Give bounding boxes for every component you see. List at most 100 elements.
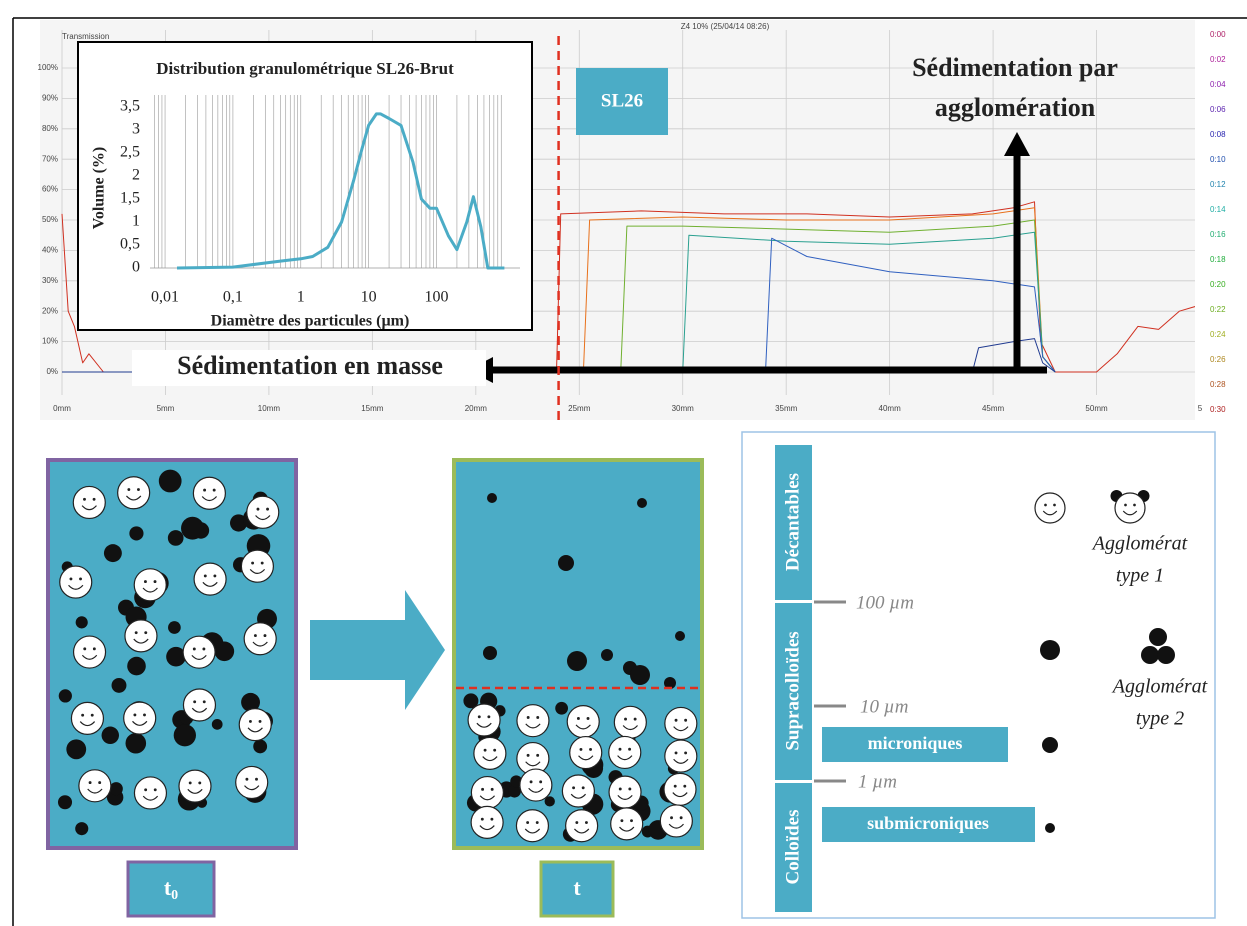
eye [256, 507, 260, 511]
eye [144, 788, 148, 792]
y-tick-label: 1,5 [120, 190, 140, 207]
particle [1141, 646, 1159, 664]
particle [168, 621, 181, 634]
particle [1042, 737, 1058, 753]
x-tick-label: 5 [1198, 404, 1203, 413]
eye [586, 717, 590, 720]
eye [134, 631, 138, 635]
y-tick-label: 0% [46, 367, 58, 376]
eye [529, 780, 533, 784]
eye [584, 821, 588, 824]
smile [479, 795, 496, 801]
eye [674, 718, 678, 722]
eye [579, 747, 583, 751]
size-label: 100 µm [856, 592, 914, 613]
smile [672, 792, 688, 798]
sample-label: SL26 [601, 90, 643, 111]
eye [83, 497, 86, 501]
annotation: agglomération [935, 93, 1096, 122]
time-label: 0:02 [1210, 55, 1226, 64]
time-arrow [310, 590, 445, 710]
x-tick-label: 50mm [1085, 404, 1108, 413]
time-label: 0:30 [1210, 405, 1226, 414]
particle [101, 726, 119, 745]
size-class-box [822, 727, 1008, 762]
smile [570, 793, 587, 799]
eye [202, 647, 206, 651]
time-label: 0:26 [1210, 355, 1226, 364]
inset-frame [77, 41, 533, 331]
particle [57, 795, 73, 810]
eye [576, 717, 580, 720]
particle [75, 616, 88, 629]
legend-icons [1034, 490, 1175, 833]
t0-sub: 0 [171, 888, 178, 903]
eye [192, 647, 196, 651]
eye [633, 717, 637, 721]
size-class-box [822, 807, 1035, 842]
eye [90, 713, 94, 717]
smile [622, 725, 638, 731]
eye [203, 488, 207, 492]
agglomerate-label: Agglomérat [1111, 676, 1208, 698]
smile [87, 788, 103, 794]
smile [252, 641, 268, 647]
smiley [1034, 492, 1066, 524]
particle [637, 498, 647, 508]
smiley [78, 769, 112, 803]
eye [143, 580, 147, 584]
smiley [238, 708, 272, 742]
particle [1040, 640, 1060, 660]
eye [526, 753, 530, 757]
chart-title: Z4 10% (25/04/14 08:26) [681, 22, 770, 31]
particle [558, 555, 574, 571]
time-labels: 0:00 0:02 0:04 0:06 0:08 0:10 0:12 0:14 0:16 0:18… [1210, 30, 1226, 414]
y-tick-label: 100% [38, 63, 58, 72]
particle [125, 732, 147, 754]
class-label: Supracolloïdes [782, 631, 803, 750]
eye [266, 507, 269, 511]
smiley [178, 769, 212, 803]
eye [487, 715, 491, 719]
eye [480, 817, 484, 821]
eye [253, 634, 257, 638]
smile [479, 825, 495, 831]
smile [244, 785, 260, 791]
y-tick-label: 3 [132, 121, 140, 138]
smile [617, 794, 633, 800]
smiley [515, 809, 550, 843]
smile [255, 515, 271, 521]
particle [167, 530, 184, 546]
smiley [133, 776, 168, 810]
eye [526, 821, 530, 824]
smiley [561, 774, 595, 808]
t0-main: t [164, 875, 172, 900]
eye [260, 561, 264, 565]
particle [66, 739, 87, 760]
particles-t0 [57, 469, 280, 836]
y-tick-label: 2,5 [120, 144, 140, 161]
class-box [775, 603, 812, 780]
smiley [59, 565, 93, 599]
smile [142, 587, 158, 593]
smiley [663, 772, 697, 806]
smiley [72, 635, 107, 669]
class-box [775, 783, 812, 912]
particle [230, 514, 248, 532]
arrow-head [1004, 132, 1030, 156]
smiley [246, 495, 280, 529]
smile [525, 761, 541, 767]
eye [490, 817, 494, 821]
t0-box [126, 860, 216, 918]
inset-title: Distribution granulométrique SL26-Brut [156, 59, 454, 78]
data-line [62, 231, 1056, 373]
smiley [519, 768, 553, 802]
eye [203, 574, 207, 578]
time-label: 0:00 [1210, 30, 1226, 39]
eye [673, 784, 677, 788]
eye [144, 631, 148, 635]
eye [143, 713, 146, 717]
size-class-label: submicroniques [867, 813, 989, 833]
eye [88, 781, 92, 785]
eye [83, 647, 87, 651]
